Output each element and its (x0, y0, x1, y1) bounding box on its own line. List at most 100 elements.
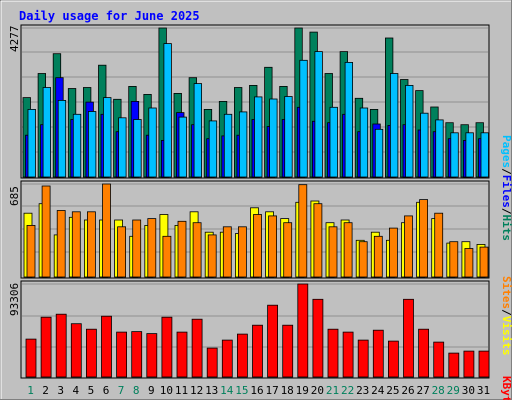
sites-bar (222, 226, 232, 278)
pages-bar (329, 106, 338, 178)
day-label: 3 (57, 384, 64, 397)
sites-bar (434, 212, 444, 278)
day-label: 9 (148, 384, 155, 397)
pages-bar (405, 85, 414, 178)
kbytes-ymax-label: 93306 (8, 283, 21, 316)
kbytes-bar (101, 315, 112, 378)
sites-bar (26, 224, 36, 278)
visits-ymax-label: 685 (8, 186, 21, 206)
kbytes-bar (403, 298, 414, 378)
sites-bar (404, 215, 413, 278)
sites-bar (298, 184, 308, 278)
sites-bar (268, 215, 278, 278)
sites-bar (237, 226, 247, 278)
pages-bar (42, 87, 51, 178)
hits-ymax-label: 4277 (8, 26, 21, 53)
sites-bar (388, 227, 398, 278)
pages-bar (299, 59, 308, 178)
legend-sep-2: / (500, 208, 512, 215)
day-label: 6 (103, 384, 110, 397)
day-label: 4 (72, 384, 79, 397)
day-label: 27 (416, 384, 429, 397)
chart-title: Daily usage for June 2025 (19, 9, 200, 23)
sites-bar (449, 241, 459, 278)
legend-sites: Sites (500, 276, 512, 309)
day-label: 7 (118, 384, 125, 397)
day-label: 28 (432, 384, 445, 397)
sites-bar (41, 185, 51, 278)
legend-sep-3: / (500, 309, 512, 316)
pages-bar (223, 113, 233, 178)
kbytes-bar (55, 313, 67, 378)
day-label: 10 (160, 384, 173, 397)
kbytes-bar (176, 331, 188, 378)
legend-kbytes: KBytes (500, 376, 512, 400)
sites-bar (117, 226, 126, 278)
sites-bar (313, 203, 323, 278)
kbytes-bar (146, 333, 158, 378)
kbytes-bar (252, 324, 263, 378)
day-label: 17 (265, 384, 278, 397)
pages-bar (133, 119, 142, 178)
pages-bar (118, 117, 127, 178)
pages-bar (269, 98, 278, 178)
day-label: 21 (326, 384, 339, 397)
pages-bar (465, 132, 474, 178)
kbytes-bar (86, 328, 97, 378)
sites-bar (207, 234, 217, 278)
kbytes-bar (206, 347, 218, 378)
day-label: 30 (462, 384, 475, 397)
day-label: 22 (341, 384, 354, 397)
sites-bar (343, 222, 353, 278)
kbytes-bar (478, 350, 490, 378)
kbytes-bar (372, 329, 384, 378)
day-label: 5 (88, 384, 95, 397)
pages-bar (103, 97, 112, 178)
kbytes-bar (463, 350, 475, 378)
sites-bar (479, 246, 489, 278)
sites-bar (102, 183, 111, 278)
kbytes-bar (25, 338, 37, 378)
kbytes-bar (448, 352, 460, 378)
legend-hits: Hits (500, 215, 512, 242)
kbytes-bar (236, 333, 248, 378)
pages-bar (480, 132, 489, 178)
legend-sep-1: / (500, 168, 512, 175)
sites-bar (71, 211, 81, 278)
sites-bar (328, 226, 338, 278)
day-label: 20 (311, 384, 324, 397)
sites-bar (177, 220, 187, 278)
pages-bar (88, 111, 97, 178)
kbytes-bar (433, 341, 445, 378)
pages-bar (344, 62, 354, 178)
legend-files: Files (500, 175, 512, 208)
kbytes-bar (267, 304, 279, 378)
day-label: 26 (401, 384, 414, 397)
sites-bar (87, 211, 96, 278)
day-label: 31 (477, 384, 490, 397)
pages-bar (208, 120, 218, 178)
pages-bar (72, 113, 82, 178)
pages-bar (254, 96, 263, 178)
sites-bar (253, 214, 262, 278)
day-label: 12 (190, 384, 203, 397)
pages-bar (57, 100, 67, 178)
legend-pages: Pages (500, 135, 512, 168)
day-label: 25 (386, 384, 399, 397)
pages-bar (178, 116, 187, 178)
day-labels: 1 2 3 4 5 6 7 8 9 10 11 12 13 14 15 16 17 18 19 20 21 22 23 24 2… (27, 384, 490, 397)
day-label: 2 (42, 384, 49, 397)
kbytes-bar (312, 298, 324, 378)
pages-bar (238, 111, 248, 178)
pages-bar (193, 83, 203, 178)
kbytes-bar (131, 331, 143, 378)
kbytes-bar (161, 316, 173, 378)
day-label: 8 (133, 384, 140, 397)
kbytes-bars (25, 283, 490, 378)
day-label: 14 (220, 384, 234, 397)
kbytes-bar (221, 339, 233, 378)
kbytes-bar (191, 318, 203, 378)
kbytes-bar (70, 323, 82, 378)
day-label: 13 (205, 384, 218, 397)
pages-bar (389, 73, 399, 178)
